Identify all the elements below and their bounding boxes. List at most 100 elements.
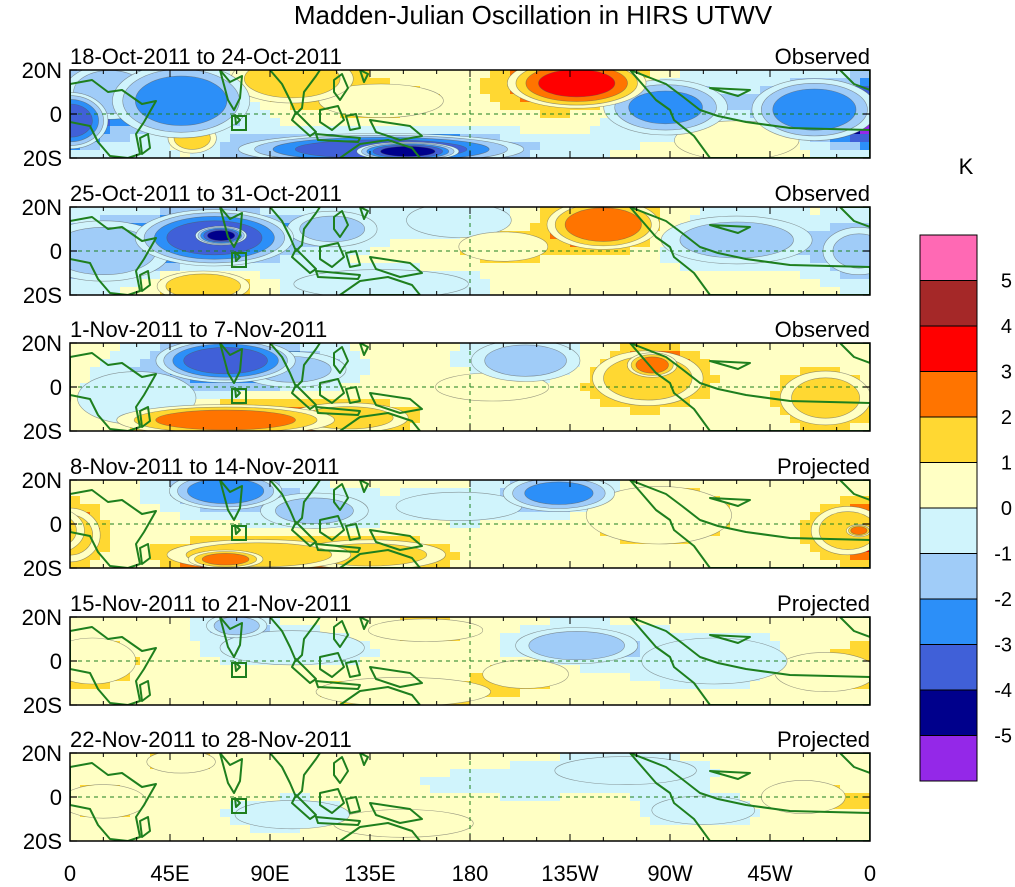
field-cell <box>800 223 811 232</box>
field-cell <box>420 343 431 352</box>
field-cell <box>500 279 511 288</box>
field-cell <box>670 415 681 424</box>
field-cell <box>600 255 611 264</box>
field-cell <box>280 391 291 400</box>
field-cell <box>790 351 801 360</box>
field-cell <box>210 528 221 537</box>
field-cell <box>750 689 761 698</box>
field-cell <box>110 689 121 698</box>
field-cell <box>830 287 841 295</box>
field-cell <box>580 142 591 151</box>
field-cell <box>90 504 101 513</box>
field-cell <box>130 649 141 658</box>
field-cell <box>860 287 870 295</box>
field-cell <box>620 142 631 151</box>
field-cell <box>840 359 851 368</box>
field-cell <box>320 528 331 537</box>
field-cell <box>680 552 691 561</box>
field-cell <box>580 255 591 264</box>
field-cell <box>520 142 531 151</box>
field-cell <box>390 375 401 384</box>
field-cell <box>450 94 461 103</box>
field-cell <box>780 480 791 489</box>
field-cell <box>360 383 371 392</box>
field-cell <box>380 126 391 135</box>
field-cell <box>300 681 311 690</box>
field-cell <box>800 649 811 658</box>
field-cell <box>500 552 511 561</box>
field-cell <box>350 665 361 674</box>
field-cell <box>320 110 331 119</box>
field-cell <box>600 544 611 553</box>
field-cell <box>280 488 291 497</box>
field-cell <box>680 207 691 216</box>
field-cell <box>820 359 831 368</box>
field-cell <box>570 753 581 762</box>
field-cell <box>450 423 461 431</box>
field-cell <box>760 343 771 352</box>
field-cell <box>700 753 711 762</box>
field-cell <box>80 287 91 295</box>
field-cell <box>820 496 831 505</box>
field-cell <box>520 689 531 698</box>
field-cell <box>250 665 261 674</box>
field-cell <box>510 423 521 431</box>
field-cell <box>650 142 661 151</box>
field-cell <box>170 649 181 658</box>
field-cell <box>430 560 441 568</box>
field-cell <box>710 367 721 376</box>
field-cell <box>570 697 581 705</box>
field-cell <box>790 520 801 529</box>
field-cell <box>700 407 711 416</box>
field-cell <box>100 536 111 545</box>
field-cell <box>470 126 481 135</box>
field-cell <box>580 351 591 360</box>
field-cell <box>110 150 121 158</box>
field-cell <box>840 134 851 143</box>
field-cell <box>580 560 591 568</box>
field-cell <box>780 753 791 762</box>
field-cell <box>360 617 371 626</box>
field-cell <box>270 255 281 264</box>
field-cell <box>440 528 451 537</box>
field-cell <box>760 633 771 642</box>
field-cell <box>190 150 201 158</box>
field-cell <box>860 359 870 368</box>
field-cell <box>490 681 501 690</box>
field-cell <box>670 287 681 295</box>
field-cell <box>300 617 311 626</box>
field-cell <box>730 697 741 705</box>
anomaly-contour-wrap <box>70 518 77 544</box>
field-cell <box>640 287 651 295</box>
field-cell <box>130 536 141 545</box>
field-cell <box>560 239 571 248</box>
field-cell <box>450 544 461 553</box>
field-cell <box>390 504 401 513</box>
field-cell <box>620 407 631 416</box>
field-cell <box>290 343 301 352</box>
field-cell <box>810 753 821 762</box>
field-cell <box>120 544 131 553</box>
field-cell <box>90 753 101 762</box>
field-cell <box>810 560 821 568</box>
field-cell <box>850 271 861 280</box>
field-cell <box>420 255 431 264</box>
field-cell <box>540 560 551 568</box>
field-cell <box>780 375 791 384</box>
field-cell <box>120 641 131 650</box>
field-cell <box>740 375 751 384</box>
field-cell <box>740 399 751 408</box>
field-cell <box>730 271 741 280</box>
field-cell <box>490 753 501 762</box>
field-cell <box>720 279 731 288</box>
field-cell <box>740 78 751 87</box>
field-cell <box>520 753 531 762</box>
field-cell <box>750 207 761 216</box>
field-cell <box>400 423 411 431</box>
field-cell <box>110 488 121 497</box>
field-cell <box>150 625 161 634</box>
field-cell <box>140 512 151 521</box>
field-cell <box>660 689 671 698</box>
field-cell <box>410 391 421 400</box>
field-cell <box>630 681 641 690</box>
